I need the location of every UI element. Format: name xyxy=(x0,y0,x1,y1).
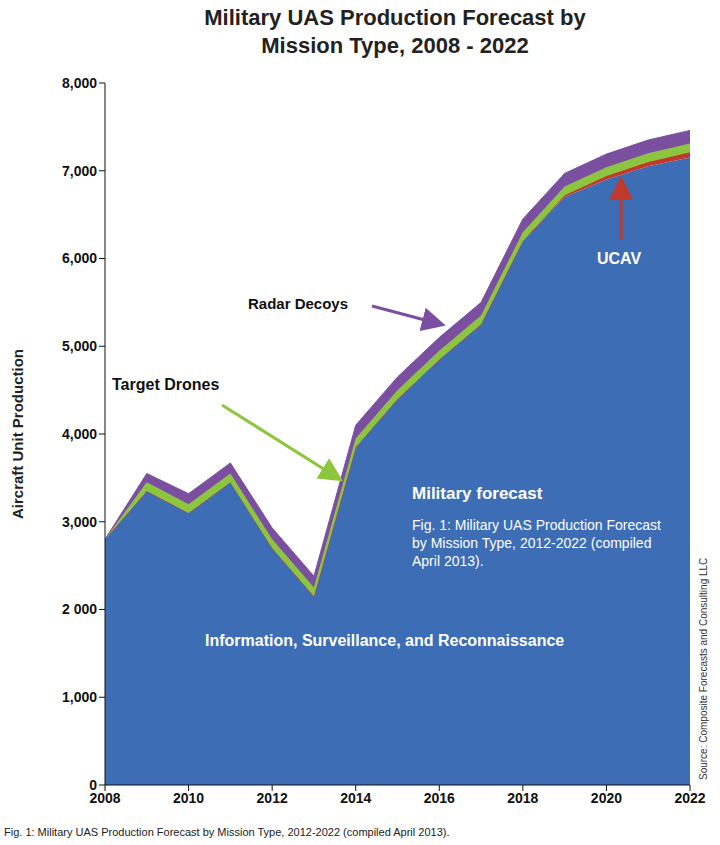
svg-text:2008: 2008 xyxy=(89,789,121,806)
html-text:Information, Surveillance, and: Information, Surveillance, and Reconnais… xyxy=(205,632,565,649)
svg-text:2010: 2010 xyxy=(173,790,204,806)
svg-text:2018: 2018 xyxy=(507,790,538,806)
html-text:Target Drones: Target Drones xyxy=(112,376,220,393)
html-text:Fig. 1: Military UAS Productio: Fig. 1: Military UAS Production Forecast… xyxy=(4,826,450,838)
svg-text:2022: 2022 xyxy=(674,790,705,806)
svg-text:2012: 2012 xyxy=(257,790,288,806)
svg-text:2014: 2014 xyxy=(340,790,371,806)
html-text:UCAV: UCAV xyxy=(597,250,642,267)
svg-text:2020: 2020 xyxy=(591,790,622,806)
svg-text:5,000: 5,000 xyxy=(62,338,97,354)
svg-text:4,000: 4,000 xyxy=(62,426,97,442)
svg-text:Aircraft Unit Production: Aircraft Unit Production xyxy=(9,349,26,519)
html-text:Radar Decoys: Radar Decoys xyxy=(248,295,349,312)
svg-text:0: 0 xyxy=(89,777,97,793)
html-text:Military forecast: Military forecast xyxy=(412,484,543,503)
svg-text:7,000: 7,000 xyxy=(62,163,97,179)
svg-text:3,000: 3,000 xyxy=(62,514,97,530)
svg-text:2016: 2016 xyxy=(424,790,455,806)
html-text:Military UAS Production Foreca: Military UAS Production Forecast by Miss… xyxy=(204,5,586,58)
html-text:Fig. 1: Military UAS Productio: Fig. 1: Military UAS Production Forecast… xyxy=(412,517,661,569)
svg-text:8,000: 8,000 xyxy=(62,75,97,91)
svg-text:1,000: 1,000 xyxy=(62,689,97,705)
html-text:Source: Composite Forecasts an: Source: Composite Forecasts and Consulti… xyxy=(698,557,709,780)
svg-text:6,000: 6,000 xyxy=(62,250,97,266)
svg-text:2 000: 2 000 xyxy=(62,601,97,617)
